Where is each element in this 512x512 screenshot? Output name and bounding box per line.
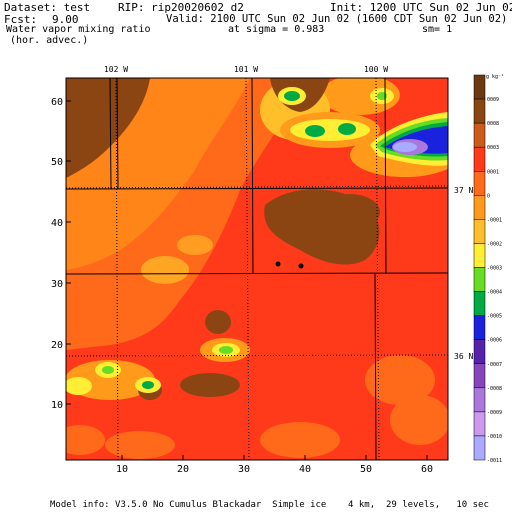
legend-level-label: -0010 [487,434,502,440]
legend-swatch [473,146,486,172]
y-tick-label: 20 [51,340,63,351]
valid-label: Valid: 2100 UTC Sun 02 Jun 02 (1600 CDT … [166,13,508,25]
lon-label: 101 W [234,65,258,74]
legend-swatch [473,74,486,100]
y-tick-label: 10 [51,400,63,411]
legend-swatch [473,387,486,413]
legend-level-label: -0002 [487,241,502,247]
legend-swatch [473,243,486,268]
dataset-label: Dataset: test [4,1,91,14]
lat-label: 37 N [454,186,473,195]
field-name-line1: Water vapor mixing ratio [6,24,151,35]
fcst-value: 9.00 [52,13,79,26]
legend-swatch [473,339,486,364]
x-tick-label: 30 [238,464,250,475]
legend-swatch [473,435,486,461]
x-tick-label: 60 [421,464,433,475]
legend-level-label: -0003 [487,266,502,272]
legend-level-label: -0005 [487,314,502,320]
legend-swatch [473,195,486,220]
fcst-label: Fcst: [4,13,38,26]
legend-boxes [473,74,486,461]
legend-swatch [473,363,486,389]
legend-swatch [473,171,486,196]
legend-level-label: 0009 [487,97,499,103]
x-tick-label: 20 [177,464,189,475]
legend-unit: g kg⁻¹ [486,74,504,80]
legend-level-label: -0008 [487,386,502,392]
field-name-line2: (hor. advec.) [10,35,89,46]
legend-level-label: -0004 [487,290,502,296]
legend-swatch [473,291,486,316]
init-label: Init: 1200 UTC Sun 02 Jun 02 [330,1,512,14]
legend-swatch [473,411,486,437]
legend-level-label: -0006 [487,338,502,344]
y-tick-label: 60 [51,97,63,108]
legend-swatch [473,267,486,292]
lat-label: 36 N [454,352,473,361]
model-info-footer: Model info: V3.5.0 No Cumulus Blackadar … [50,500,489,510]
map-boundaries [66,78,448,460]
legend-level-label: -0007 [487,362,502,368]
legend-level-label: -0011 [487,458,502,464]
x-tick-label: 50 [360,464,372,475]
lon-label: 102 W [104,65,128,74]
legend-swatch [473,315,486,340]
sigma-label: at sigma = 0.983 [228,24,325,35]
legend-swatch [473,122,486,148]
legend-level-label: -0009 [487,410,502,416]
legend-level-label: 0001 [487,169,499,175]
legend-level-label: 0 [487,193,490,199]
y-tick-label: 30 [51,279,63,290]
x-tick-label: 40 [299,464,311,475]
y-tick-label: 50 [51,157,63,168]
axis-ticks [66,100,428,460]
station-marker [275,261,281,267]
legend-labels: 0009 0008 0003 0001 0 -0001 -0002 -0003 -0004 -00… [487,97,502,464]
legend-level-label: 0008 [487,121,499,127]
legend-level-label: 0003 [487,145,499,151]
legend-swatch [473,98,486,124]
station-marker [298,263,304,269]
plot-frame [65,77,449,461]
lon-label: 100 W [364,65,388,74]
legend-level-label: -0001 [487,217,502,223]
x-tick-label: 10 [116,464,128,475]
y-tick-label: 40 [51,218,63,229]
rip-label: RIP: rip20020602 d2 [118,1,244,14]
contour-field [66,78,448,460]
sm-label: sm= 1 [422,24,453,35]
legend-swatch [473,219,486,244]
